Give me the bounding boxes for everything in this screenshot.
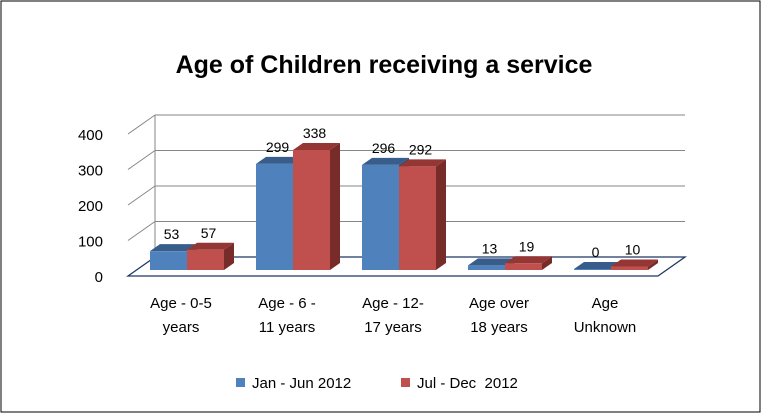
- bar-front: [611, 266, 648, 270]
- bar-top: [256, 156, 303, 164]
- data-label-jan-jun-2012-age-over-18-years: 13: [482, 240, 498, 256]
- bar-top: [468, 258, 515, 266]
- data-label-jul-dec-2012-age-over-18-years: 19: [519, 238, 535, 254]
- x-category-label-age-unknown: Age Unknown: [574, 295, 637, 336]
- x-category-label-age-12-17-years: Age - 12-17 years: [362, 295, 424, 336]
- gridline-side-200: [127, 185, 156, 206]
- y-tick-label-400: 400: [78, 127, 103, 144]
- bar-front: [399, 166, 436, 270]
- bar-front: [505, 263, 542, 270]
- data-label-jul-dec-2012-age-6-11-years: 338: [303, 125, 327, 141]
- chart-title: Age of Children receiving a service: [176, 51, 593, 79]
- bar-top: [611, 259, 658, 267]
- bar-front: [293, 150, 330, 270]
- bar-side: [224, 242, 234, 270]
- gridline-side-300: [127, 150, 156, 170]
- legend-swatch-jul-dec-2012: [401, 378, 410, 387]
- bar-jul-dec-2012-age-0-5-years: [187, 242, 234, 270]
- data-label-jan-jun-2012-age-6-11-years: 299: [266, 139, 290, 155]
- y-axis-tick-labels: 0 100 200 300 400: [78, 127, 103, 286]
- bar-side: [330, 143, 340, 270]
- bar-top: [187, 242, 234, 250]
- legend: Jan - Jun 2012 Jul - Dec 2012: [236, 375, 518, 392]
- bar-top: [150, 244, 197, 252]
- data-label-jul-dec-2012-age-unknown: 10: [625, 241, 641, 257]
- data-label-jan-jun-2012-age-unknown: 0: [592, 244, 600, 260]
- bar-top: [505, 256, 552, 264]
- bars: [150, 143, 658, 270]
- x-category-label-age-6-11-years: Age - 6 -11 years: [258, 295, 316, 336]
- bar-top: [362, 157, 409, 165]
- bar-front: [574, 269, 611, 270]
- x-category-label-age-0-5-years: Age - 0-5 years: [150, 295, 212, 336]
- bar-front: [256, 163, 293, 270]
- bar-side: [436, 159, 446, 270]
- gridline-side-400: [127, 114, 156, 135]
- bar-jul-dec-2012-age-6-11-years: [293, 143, 340, 270]
- bar-jul-dec-2012-age-unknown: [611, 259, 658, 270]
- bar-top: [399, 159, 446, 167]
- bar-jul-dec-2012-age-over-18-years: [505, 256, 552, 270]
- y-tick-label-0: 0: [95, 269, 103, 286]
- y-tick-label-100: 100: [78, 234, 103, 251]
- bar-top: [293, 143, 340, 151]
- legend-swatch-jan-jun-2012: [236, 378, 245, 387]
- data-labels: 53 57 299 338 296 292 13 19 0 10: [164, 125, 641, 260]
- bar-front: [362, 164, 399, 270]
- bar-front: [150, 251, 187, 270]
- bar-side: [542, 256, 552, 270]
- legend-label-jul-dec-2012: Jul - Dec 2012: [417, 375, 518, 392]
- y-tick-label-200: 200: [78, 198, 103, 215]
- legend-label-jan-jun-2012: Jan - Jun 2012: [252, 375, 351, 392]
- x-axis-category-labels: Age - 0-5 years Age - 6 -11 years Age - 12-…: [150, 295, 636, 336]
- data-label-jan-jun-2012-age-0-5-years: 53: [164, 226, 180, 242]
- data-label-jul-dec-2012-age-12-17-years: 292: [409, 141, 433, 157]
- y-tick-label-300: 300: [78, 163, 103, 180]
- bar-top: [574, 262, 621, 269]
- bar-side: [648, 259, 658, 270]
- data-label-jul-dec-2012-age-0-5-years: 57: [201, 225, 217, 241]
- bar-jul-dec-2012-age-12-17-years: [399, 159, 446, 270]
- x-category-label-age-over-18-years: Age over 18 years: [469, 295, 529, 336]
- bar-front: [187, 249, 224, 270]
- bar-front: [468, 265, 505, 270]
- data-label-jan-jun-2012-age-12-17-years: 296: [372, 140, 396, 156]
- gridline-side-100: [127, 221, 156, 241]
